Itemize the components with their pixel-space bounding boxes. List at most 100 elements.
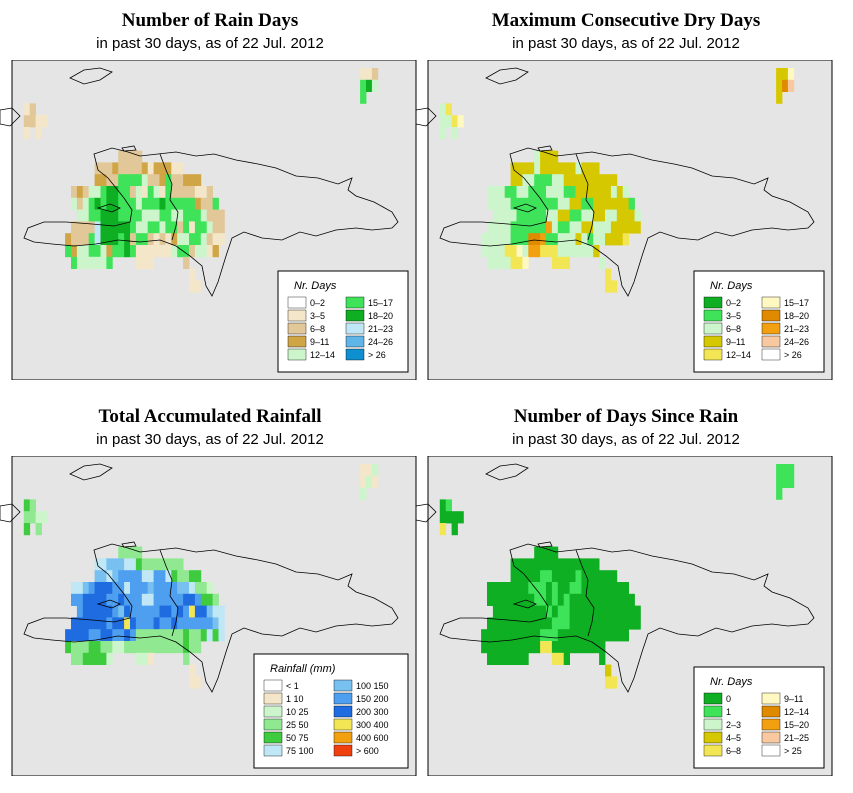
map-cell <box>498 605 506 618</box>
map-cell <box>88 221 95 234</box>
map-cell <box>451 523 458 536</box>
map-cell <box>622 629 629 642</box>
map-cell <box>171 174 178 187</box>
map-cell <box>445 499 452 512</box>
map-cell <box>522 233 529 246</box>
map-cell <box>130 629 137 642</box>
map-cell <box>528 641 535 654</box>
map-cell <box>546 558 553 571</box>
map-cell <box>634 209 641 222</box>
legend-swatch <box>345 335 365 348</box>
legend-swatch <box>287 309 307 322</box>
map-cell <box>498 629 506 642</box>
map-cell <box>171 221 178 234</box>
map-cell <box>135 162 143 175</box>
map-cell <box>546 641 553 654</box>
map-cell <box>94 256 101 269</box>
map-cell <box>183 197 190 210</box>
map-cell <box>118 593 125 606</box>
map-cell <box>593 209 600 222</box>
map-cell <box>516 605 523 618</box>
panel-max-dry-days: Maximum Consecutive Dry Days in past 30 … <box>416 0 836 390</box>
map-cell <box>528 570 535 583</box>
map-cell <box>587 558 594 571</box>
map-cell <box>200 233 208 246</box>
map-cell <box>130 245 137 258</box>
map-cells <box>23 68 379 293</box>
map-cell <box>540 186 547 199</box>
map-cell <box>153 570 160 583</box>
map-cell <box>569 221 576 234</box>
map-cell <box>76 652 84 665</box>
map-cell <box>439 103 447 116</box>
map-cell <box>546 570 553 583</box>
map-cell <box>130 162 137 175</box>
map-cell <box>100 593 107 606</box>
gonave-island <box>96 599 121 609</box>
map-cell <box>135 582 143 595</box>
map-cell <box>534 209 541 222</box>
map-cell <box>610 280 618 293</box>
map-cell <box>141 593 149 606</box>
legend-label: 0–2 <box>310 298 325 308</box>
map-cell <box>616 629 624 642</box>
map-cell <box>516 652 523 665</box>
map-cell <box>100 641 107 654</box>
map-cell <box>628 221 635 234</box>
map-cell <box>581 233 588 246</box>
map-cell <box>599 629 606 642</box>
map-cell <box>581 245 588 258</box>
map-cell <box>492 617 500 630</box>
map-cell <box>492 652 500 665</box>
map-cell <box>141 605 149 618</box>
map-cell <box>575 209 582 222</box>
map-cell <box>557 233 565 246</box>
map-cell <box>165 186 172 199</box>
map-cell <box>563 162 570 175</box>
map-cell <box>540 221 547 234</box>
map-cell <box>135 605 143 618</box>
map-cell <box>165 221 172 234</box>
map-cell <box>492 245 500 258</box>
map-cell <box>165 197 172 210</box>
map-cell <box>94 233 101 246</box>
map-cell <box>165 174 172 187</box>
map-cell <box>141 174 149 187</box>
map-cell <box>65 629 72 642</box>
map-cell <box>200 245 208 258</box>
map-cell <box>153 558 160 571</box>
map-cell <box>206 221 213 234</box>
hispaniola-outline <box>439 147 815 297</box>
map-cell <box>153 641 160 654</box>
map-cell <box>76 197 84 210</box>
map-cell <box>551 558 559 571</box>
map-cell <box>88 652 95 665</box>
map-cell <box>135 150 143 163</box>
island-outline <box>416 503 437 523</box>
map-cell <box>534 617 541 630</box>
map-cell <box>546 150 553 163</box>
map-cell <box>141 197 149 210</box>
hispaniola-outline <box>439 543 815 693</box>
map-cell <box>212 593 219 606</box>
map-cell <box>200 197 208 210</box>
map-cell <box>587 570 594 583</box>
map-cell <box>218 605 225 618</box>
map-cell <box>71 641 78 654</box>
map-cell <box>610 605 618 618</box>
map-cell <box>189 209 196 222</box>
map-cell <box>153 209 160 222</box>
map-cell <box>569 570 576 583</box>
map-cell <box>504 582 511 595</box>
map-cell <box>153 605 160 618</box>
map-cell <box>82 593 90 606</box>
map-cell <box>516 221 523 234</box>
map-cell <box>563 582 570 595</box>
legend-label: > 26 <box>368 350 386 360</box>
map-cell <box>616 221 624 234</box>
map-cell <box>439 511 447 524</box>
map-cell <box>516 209 523 222</box>
map-cell <box>540 629 547 642</box>
map-cell <box>581 605 588 618</box>
map-cell <box>557 605 565 618</box>
